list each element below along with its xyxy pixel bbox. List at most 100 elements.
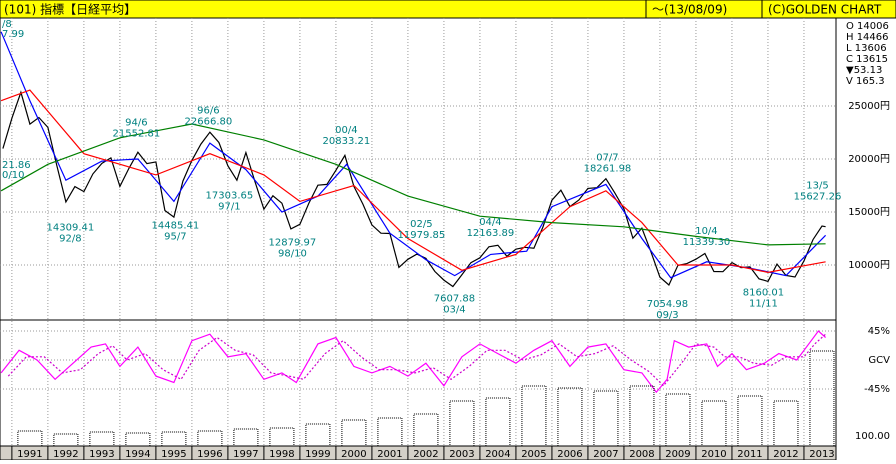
x-tick-label: 1995 (161, 449, 186, 460)
x-tick-label: 2009 (665, 449, 690, 460)
x-tick-label: 1991 (17, 449, 42, 460)
annotation-value: 7054.98 (647, 299, 688, 310)
annotation-value: 11339.30 (683, 237, 731, 248)
series-line (7, 333, 827, 387)
volume-bar (773, 400, 799, 447)
annotation-date: 00/4 (335, 125, 357, 136)
header-title: (101) 指標【日経平均】 (4, 2, 136, 17)
x-tick-label: 2004 (485, 449, 510, 460)
x-tick-label: 1994 (125, 449, 150, 460)
plot: 1991 1992 1993 1994 1995 1996 1997 1998 1999 2000… (0, 18, 890, 460)
annotation-value: 17303.65 (206, 191, 254, 202)
info-text: H 14466 (846, 32, 889, 43)
series-line (2, 90, 826, 288)
x-tick-label: 1996 (197, 449, 222, 460)
volume-bar (485, 397, 511, 447)
series-line (0, 31, 827, 279)
y-tick-label: 20000円 (848, 154, 890, 165)
volume-bar (593, 390, 619, 447)
annotation-date: 07/7 (596, 152, 618, 163)
x-tick-label: 2011 (737, 449, 762, 460)
annotation-value: 11979.85 (398, 230, 446, 241)
annotation-value: 20833.21 (323, 136, 371, 147)
info-text: O 14006 (846, 21, 889, 32)
volume-bar (269, 427, 295, 447)
volume-bar (197, 430, 223, 447)
annotation-date: 10/4 (695, 226, 717, 237)
annotation-value: 18261.98 (584, 163, 632, 174)
header-copyright: (C)GOLDEN CHART (768, 3, 882, 17)
y-tick-label: 45% (868, 326, 890, 337)
volume-bar (17, 430, 43, 447)
volume-bar (665, 393, 691, 447)
annotation-date: 94/6 (125, 118, 147, 129)
x-tick-label: 2000 (341, 449, 366, 460)
info-text: V 165.3 (846, 76, 885, 87)
volume-bar (809, 350, 835, 447)
x-tick-label: 2002 (413, 449, 438, 460)
annotation-date: 95/7 (164, 231, 186, 242)
x-tick-label: 1998 (269, 449, 294, 460)
volume-bar (305, 423, 331, 447)
annotation-value: 15627.26 (794, 191, 842, 202)
y-tick-label: GCV (868, 355, 890, 366)
volume-bar (53, 433, 79, 447)
plot-frame (0, 17, 837, 447)
x-tick-label: 1992 (53, 449, 78, 460)
edge-label: 21.86 (2, 160, 31, 171)
x-tick-label: 2010 (701, 449, 726, 460)
volume-bar (89, 431, 115, 447)
x-tick-label: 2006 (557, 449, 582, 460)
volume-bar (341, 419, 367, 447)
volume-bar (377, 417, 403, 447)
annotation-date: 11/11 (749, 299, 778, 310)
header-date: ～(13/08/09) (652, 3, 727, 17)
annotation-date: 09/3 (656, 310, 678, 321)
annotation-value: 21552.81 (113, 129, 161, 140)
edge-label: 0/10 (2, 170, 24, 181)
annotation-date: 02/5 (410, 219, 432, 230)
annotation-value: 7607.88 (434, 293, 475, 304)
y-tick-label: 15000円 (848, 207, 890, 218)
annotation-value: 12879.97 (269, 237, 317, 248)
info-text: L 13606 (846, 43, 887, 54)
x-tick-label: 2008 (629, 449, 654, 460)
volume-bar (737, 395, 763, 447)
volume-bar (233, 428, 259, 447)
annotation-date: 96/6 (197, 106, 219, 117)
x-tick-label: 2005 (521, 449, 546, 460)
annotation-value: 8160.01 (743, 288, 784, 299)
annotation-date: 04/4 (479, 217, 501, 228)
y-tick-label: -45% (864, 384, 890, 395)
series-line (0, 89, 826, 274)
info-text: C 13615 (846, 54, 888, 65)
edge-label: /8 (2, 19, 12, 30)
volume-bar (125, 432, 151, 447)
annotation-value: 22666.80 (185, 117, 233, 128)
volume-bar (701, 400, 727, 447)
annotation-date: 03/4 (443, 304, 465, 315)
volume-bar (557, 387, 583, 447)
series-line (0, 123, 826, 246)
volume-bar (521, 385, 547, 447)
series-line (0, 330, 827, 394)
annotation-date: 98/10 (278, 248, 307, 259)
volume-bar (449, 400, 475, 447)
volume-bar (629, 385, 655, 447)
x-tick-label: 2003 (449, 449, 474, 460)
volume-bar (161, 431, 187, 447)
x-tick-label: 1993 (89, 449, 114, 460)
x-tick-label: 2001 (377, 449, 402, 460)
volume-bar (413, 413, 439, 447)
x-tick-label: 2012 (773, 449, 798, 460)
y-tick-label: 10000円 (848, 260, 890, 271)
annotation-value: 14309.41 (47, 222, 95, 233)
info-text: ▼53.13 (846, 65, 882, 76)
annotation-date: 92/8 (59, 233, 81, 244)
edge-label: 7.99 (2, 29, 24, 40)
y-tick-label: 25000円 (848, 101, 890, 112)
annotation-value: 14485.41 (152, 220, 200, 231)
annotation-date: 97/1 (218, 202, 240, 213)
x-tick-label: 2007 (593, 449, 618, 460)
